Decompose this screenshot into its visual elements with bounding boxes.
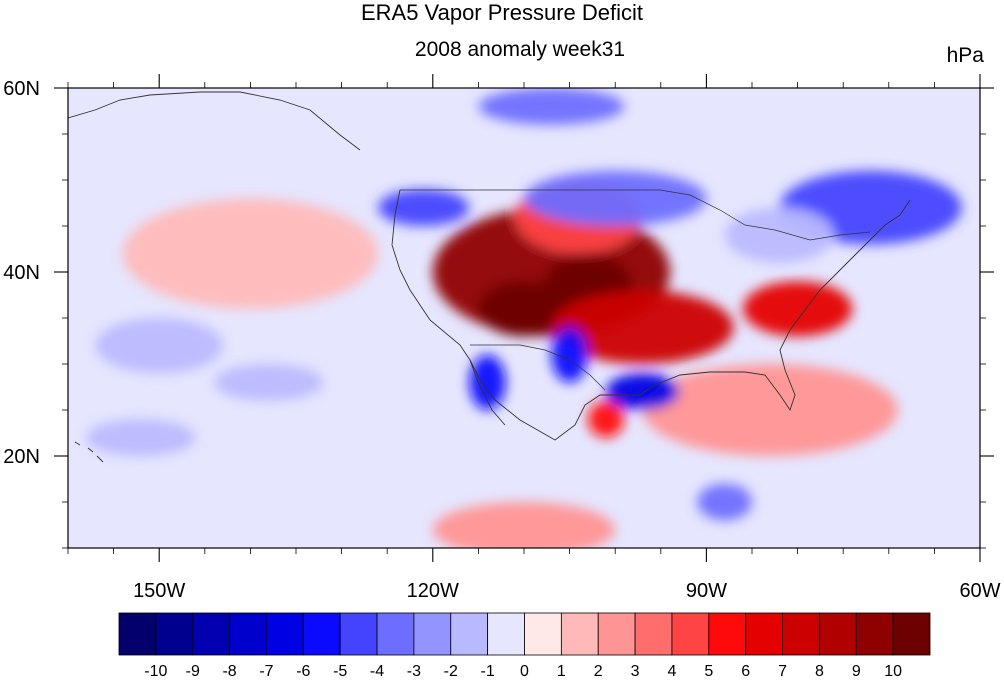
colorbar-swatch <box>524 612 562 656</box>
colorbar-label: 10 <box>884 663 902 680</box>
alaska-coast <box>68 91 361 151</box>
anomaly-region <box>551 290 734 365</box>
colorbar-label: -5 <box>333 663 347 680</box>
colorbar-label: 4 <box>668 663 677 680</box>
anomaly-region <box>95 318 224 374</box>
colorbar-swatch <box>266 612 304 656</box>
lat-tick-label: 20N <box>3 446 40 468</box>
anomaly-region <box>213 364 324 401</box>
anomaly-region <box>86 419 196 456</box>
colorbar-label: 7 <box>778 663 787 680</box>
colorbar-label: -10 <box>144 663 167 680</box>
north-america-outline <box>391 189 911 441</box>
colorbar-swatch <box>560 612 599 656</box>
colorbar-swatch <box>450 612 489 656</box>
colorbar-swatch <box>819 612 857 656</box>
colorbar-swatch <box>118 612 157 656</box>
colorbar-label: -8 <box>222 663 236 680</box>
lat-tick-label: 60N <box>3 78 40 100</box>
colorbar-swatch <box>302 612 341 656</box>
colorbar-label: -1 <box>481 663 495 680</box>
units-label: hPa <box>946 44 984 67</box>
lon-tick-label: 150W <box>133 580 185 602</box>
colorbar-swatch <box>192 612 230 656</box>
anomaly-region <box>469 354 506 410</box>
us-mexico-border <box>470 344 606 391</box>
anomaly-region <box>606 373 680 410</box>
colorbar-swatch <box>708 612 747 656</box>
colorbar-swatch <box>376 612 415 656</box>
lon-tick-label: 120W <box>407 580 459 602</box>
anomaly-region <box>551 327 588 383</box>
colorbar-swatch <box>892 612 931 656</box>
anomaly-region <box>697 483 752 521</box>
colorbar-swatch <box>671 612 710 656</box>
coastlines <box>68 91 911 463</box>
anomaly-region <box>122 198 379 309</box>
colorbar-swatch <box>339 612 378 656</box>
anomaly-region <box>478 281 570 337</box>
baja-outline <box>469 359 506 426</box>
hawaii-islands <box>74 441 104 463</box>
anomaly-region <box>378 189 470 227</box>
map-title: ERA5 Vapor Pressure Deficit <box>360 0 644 25</box>
anomaly-region <box>642 364 898 456</box>
colorbar-label: -9 <box>186 663 200 680</box>
anomaly-region <box>742 281 853 337</box>
colorbar-label: -3 <box>407 663 421 680</box>
colorbar-swatch <box>229 612 267 656</box>
colorbar-swatch <box>155 612 194 656</box>
colorbar-swatch <box>745 612 783 656</box>
colorbar: -10 -9 -8 -7 -6 -5 -4 -3 -2 -1 0 1 2 3 4 5 6 7 8 9 10 <box>118 612 931 680</box>
colorbar-swatch <box>487 612 525 656</box>
colorbar-label: -7 <box>259 663 273 680</box>
colorbar-label: -6 <box>296 663 310 680</box>
anomaly-field <box>86 88 962 548</box>
lat-tick-label: 40N <box>3 262 40 284</box>
lon-tick-label: 60W <box>959 580 1000 602</box>
us-canada-border <box>400 189 871 241</box>
axis-ticks: 150W 120W 90W 60W 60N 40N 20N <box>3 74 1001 602</box>
colorbar-label: 1 <box>557 663 566 680</box>
colorbar-swatch <box>597 612 636 656</box>
colorbar-label: 3 <box>631 663 640 680</box>
anomaly-region <box>432 502 616 548</box>
colorbar-label: 2 <box>594 663 603 680</box>
colorbar-swatch <box>782 612 820 656</box>
colorbar-swatch <box>855 612 894 656</box>
colorbar-label: -2 <box>444 663 458 680</box>
anomaly-region <box>724 207 835 263</box>
colorbar-swatch <box>413 612 452 656</box>
anomaly-region <box>587 400 625 438</box>
colorbar-label: 6 <box>741 663 750 680</box>
anomaly-region <box>478 88 625 125</box>
colorbar-label: 0 <box>520 663 529 680</box>
colorbar-label: 9 <box>852 663 861 680</box>
map-subtitle: 2008 anomaly week31 <box>414 38 626 61</box>
anomaly-region <box>524 170 707 226</box>
lon-tick-label: 90W <box>686 580 727 602</box>
colorbar-swatch <box>634 612 673 656</box>
colorbar-label: 5 <box>704 663 713 680</box>
colorbar-label: 8 <box>815 663 824 680</box>
colorbar-label: -4 <box>370 663 384 680</box>
